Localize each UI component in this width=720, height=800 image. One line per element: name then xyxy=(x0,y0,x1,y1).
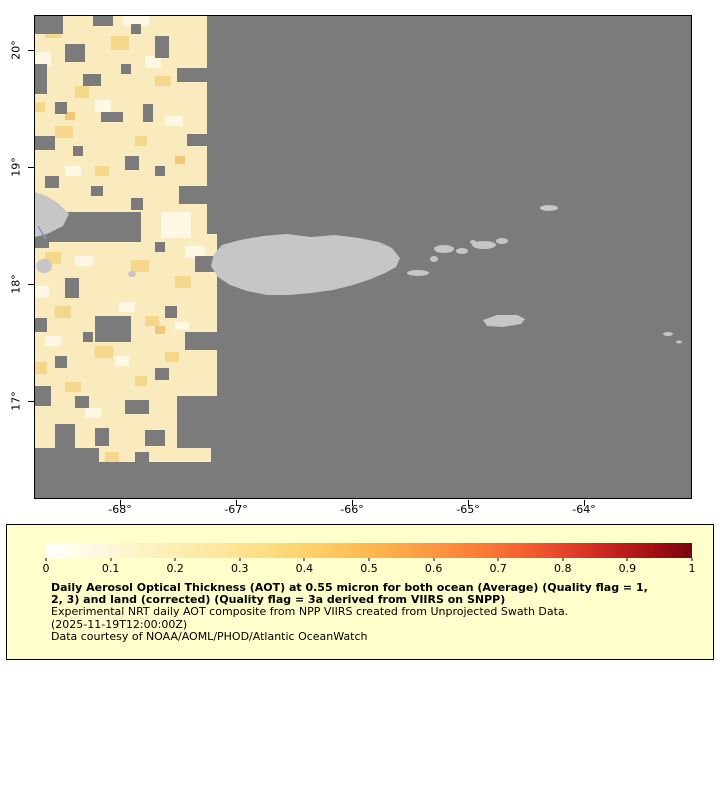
st-john-island xyxy=(456,248,468,254)
puerto-rico xyxy=(211,234,400,295)
colorbar-tick-label: 0.8 xyxy=(554,562,572,575)
lon-tick-label: -66° xyxy=(340,503,364,516)
lon-tick-mark-68 xyxy=(120,500,121,506)
colorbar-tick xyxy=(691,558,693,561)
lat-tick-mark-17 xyxy=(28,401,34,402)
lat-tick-label: 20° xyxy=(9,40,23,60)
lat-tick-label: 17° xyxy=(9,391,23,411)
lon-tick-mark-66 xyxy=(352,500,353,506)
legend-box: 0 0.1 0.2 0.3 0.4 0.5 0.6 0.7 0.8 0.9 1 … xyxy=(6,524,714,660)
virgin-gorda-island xyxy=(496,238,508,244)
st-thomas-island xyxy=(434,245,454,253)
vieques-island xyxy=(407,270,429,276)
lon-tick-mark-67 xyxy=(236,500,237,506)
hispaniola-coast xyxy=(35,192,69,237)
legend-title-line-2: 2, 3) and land (corrected) (Quality flag… xyxy=(51,593,506,607)
colorbar-tick-label: 0 xyxy=(42,562,50,575)
colorbar-tick xyxy=(239,558,241,561)
colorbar-tick xyxy=(368,558,370,561)
colorbar-tick xyxy=(303,558,305,561)
legend-title-line-1: Daily Aerosol Optical Thickness (AOT) at… xyxy=(51,581,648,594)
colorbar-tick-label: 0.5 xyxy=(360,562,378,575)
lon-tick-mark-64 xyxy=(584,500,585,506)
lon-tick-label: -68° xyxy=(108,503,132,516)
culebra-island xyxy=(430,256,438,262)
colorbar-tick xyxy=(433,558,435,561)
colorbar-tick-label: 1 xyxy=(688,562,696,575)
lon-tick-label: -64° xyxy=(572,503,596,516)
colorbar-tick-label: 0.2 xyxy=(166,562,184,575)
colorbar-tick-label: 0.6 xyxy=(424,562,443,575)
coast-river-line xyxy=(37,225,47,240)
mona-island xyxy=(128,271,136,277)
aot-dark-layer xyxy=(35,26,191,462)
aot-bright-layer xyxy=(35,16,205,418)
tortola-island xyxy=(472,241,496,249)
map-canvas xyxy=(34,15,692,499)
colorbar-tick-label: 0.9 xyxy=(618,562,637,575)
colorbar-gradient xyxy=(46,543,692,558)
east-islet xyxy=(676,340,682,344)
lat-tick-mark-18 xyxy=(28,284,34,285)
aot-map-svg xyxy=(35,16,691,498)
colorbar-scale: 0 0.1 0.2 0.3 0.4 0.5 0.6 0.7 0.8 0.9 1 xyxy=(42,525,696,659)
anguilla-island xyxy=(663,332,673,336)
legend-credit: Data courtesy of NOAA/AOML/PHOD/Atlantic… xyxy=(51,629,368,643)
colorbar-tick xyxy=(110,558,112,561)
lat-tick-label: 18° xyxy=(9,274,23,294)
saona-island xyxy=(36,259,52,273)
colorbar-tick-label: 0.3 xyxy=(231,562,249,575)
lat-tick-mark-19 xyxy=(28,167,34,168)
colorbar-tick xyxy=(45,558,47,561)
legend-text-block: Daily Aerosol Optical Thickness (AOT) at… xyxy=(51,581,648,643)
colorbar-tick-label: 0.1 xyxy=(101,562,120,575)
lon-tick-mark-65 xyxy=(468,500,469,506)
lon-tick-label: -67° xyxy=(224,503,248,516)
st-croix-island xyxy=(483,315,525,327)
colorbar-tick xyxy=(626,558,628,561)
colorbar-tick-label: 0.7 xyxy=(489,562,507,575)
colorbar-tick-label: 0.4 xyxy=(295,562,314,575)
lat-tick-mark-20 xyxy=(28,50,34,51)
legend-timestamp: (2025-11-19T12:00:00Z) xyxy=(51,617,188,631)
anegada-island xyxy=(540,205,558,211)
colorbar-tick xyxy=(497,558,499,561)
lat-tick-label: 19° xyxy=(9,157,23,177)
land-layer xyxy=(35,192,682,344)
legend-description: Experimental NRT daily AOT composite fro… xyxy=(51,605,569,619)
colorbar-tick xyxy=(174,558,176,561)
colorbar-tick xyxy=(562,558,564,561)
lon-tick-label: -65° xyxy=(456,503,480,516)
